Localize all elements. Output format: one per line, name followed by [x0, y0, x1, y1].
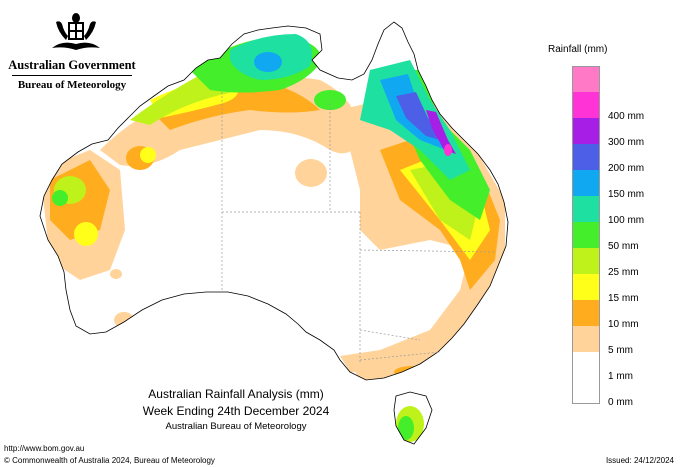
- legend-label: 1 mm: [608, 371, 633, 382]
- legend-item: 400 mm: [572, 92, 672, 122]
- legend-swatch: [572, 170, 600, 196]
- government-name: Australian Government: [8, 58, 136, 72]
- legend-item: 15 mm: [572, 274, 672, 304]
- legend-label: 5 mm: [608, 345, 633, 356]
- legend-item: 25 mm: [572, 248, 672, 278]
- bom-url-link[interactable]: http://www.bom.gov.au: [4, 444, 85, 453]
- legend-item: 1 mm: [572, 352, 672, 382]
- legend-item: [572, 66, 672, 92]
- coastline: [39, 21, 509, 381]
- rainfall-shading: [40, 34, 505, 442]
- legend-item: 150 mm: [572, 170, 672, 200]
- legend-item: 200 mm: [572, 144, 672, 174]
- map-source: Australian Bureau of Meteorology: [165, 421, 307, 432]
- map-title: Australian Rainfall Analysis (mm): [148, 387, 324, 401]
- legend-item: 50 mm: [572, 222, 672, 252]
- state-borders: [221, 92, 497, 362]
- rainfall-legend: 400 mm 300 mm 200 mm 150 mm 100 mm 50 mm 25 mm…: [572, 66, 672, 408]
- legend-label: 25 mm: [608, 267, 639, 278]
- legend-swatch: [572, 352, 600, 378]
- legend-label: 15 mm: [608, 293, 639, 304]
- issued-date: Issued: 24/12/2024: [605, 456, 674, 465]
- logo-divider: [12, 75, 132, 76]
- legend-swatch: [572, 248, 600, 274]
- legend-item: 5 mm: [572, 326, 672, 356]
- rainfall-map: [39, 21, 509, 445]
- legend-label: 400 mm: [608, 111, 645, 122]
- legend-item: 100 mm: [572, 196, 672, 226]
- legend-swatch: [572, 326, 600, 352]
- legend-label: 300 mm: [608, 137, 645, 148]
- legend-item: 10 mm: [572, 300, 672, 330]
- legend-swatch: [572, 274, 600, 300]
- legend-swatch: [572, 92, 600, 118]
- legend-label: 0 mm: [608, 397, 633, 408]
- copyright-notice: © Commonwealth of Australia 2024, Bureau…: [4, 456, 215, 465]
- legend-item: 0 mm: [572, 378, 672, 408]
- legend-label: 100 mm: [608, 215, 645, 226]
- legend-swatch: [572, 144, 600, 170]
- coat-of-arms-icon: [52, 13, 100, 50]
- map-subtitle: Week Ending 24th December 2024: [142, 404, 330, 418]
- legend-label: 50 mm: [608, 241, 639, 252]
- legend-swatch: [572, 118, 600, 144]
- bureau-name: Bureau of Meteorology: [17, 79, 127, 91]
- legend-swatch: [572, 378, 600, 404]
- legend-swatch: [572, 300, 600, 326]
- legend-label: 150 mm: [608, 189, 645, 200]
- tasmania-coast: [393, 391, 433, 445]
- legend-label: 200 mm: [608, 163, 645, 174]
- legend-swatch: [572, 222, 600, 248]
- government-logo: Australian Government Bureau of Meteorol…: [8, 10, 136, 94]
- legend-item: 300 mm: [572, 118, 672, 148]
- legend-label: 10 mm: [608, 319, 639, 330]
- legend-swatch: [572, 66, 600, 92]
- legend-swatch: [572, 196, 600, 222]
- legend-title: Rainfall (mm): [548, 44, 608, 55]
